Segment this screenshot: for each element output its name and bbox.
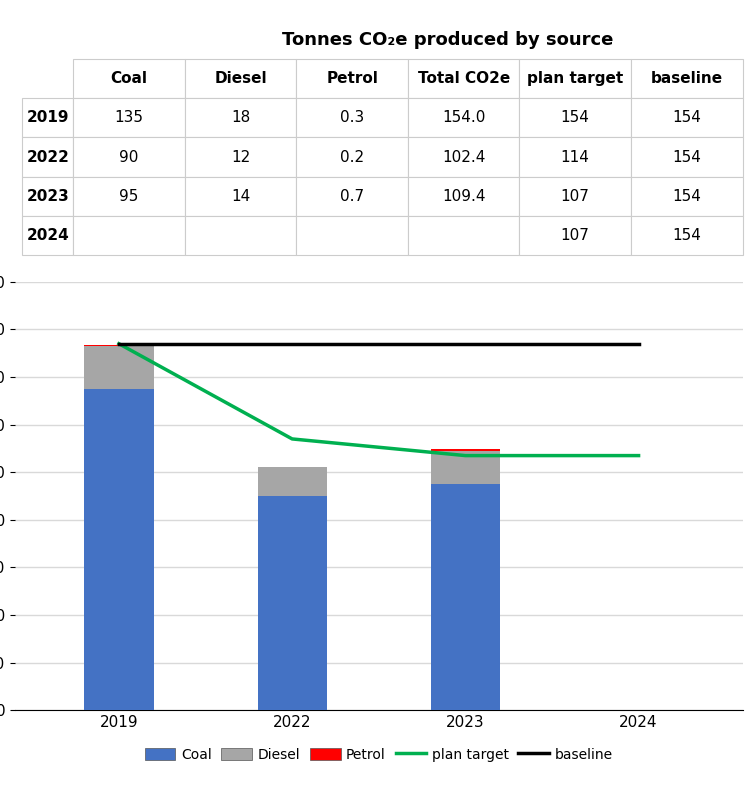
Bar: [84, 389, 154, 710]
Bar: [430, 449, 500, 451]
Bar: [430, 451, 500, 484]
baseline: [634, 339, 643, 349]
Bar: [257, 496, 327, 710]
baseline: [115, 339, 124, 349]
plan target: [288, 434, 297, 444]
Line: plan target: plan target: [119, 344, 638, 456]
baseline: [460, 339, 470, 349]
plan target: [115, 339, 124, 349]
Legend: Coal, Diesel, Petrol, plan target, baseline: Coal, Diesel, Petrol, plan target, basel…: [140, 742, 618, 768]
plan target: [460, 451, 470, 460]
Text: Tonnes CO₂e produced by source: Tonnes CO₂e produced by source: [282, 31, 614, 49]
Bar: [84, 346, 154, 389]
baseline: [288, 339, 297, 349]
Bar: [257, 468, 327, 496]
plan target: [634, 451, 643, 460]
Bar: [430, 484, 500, 710]
